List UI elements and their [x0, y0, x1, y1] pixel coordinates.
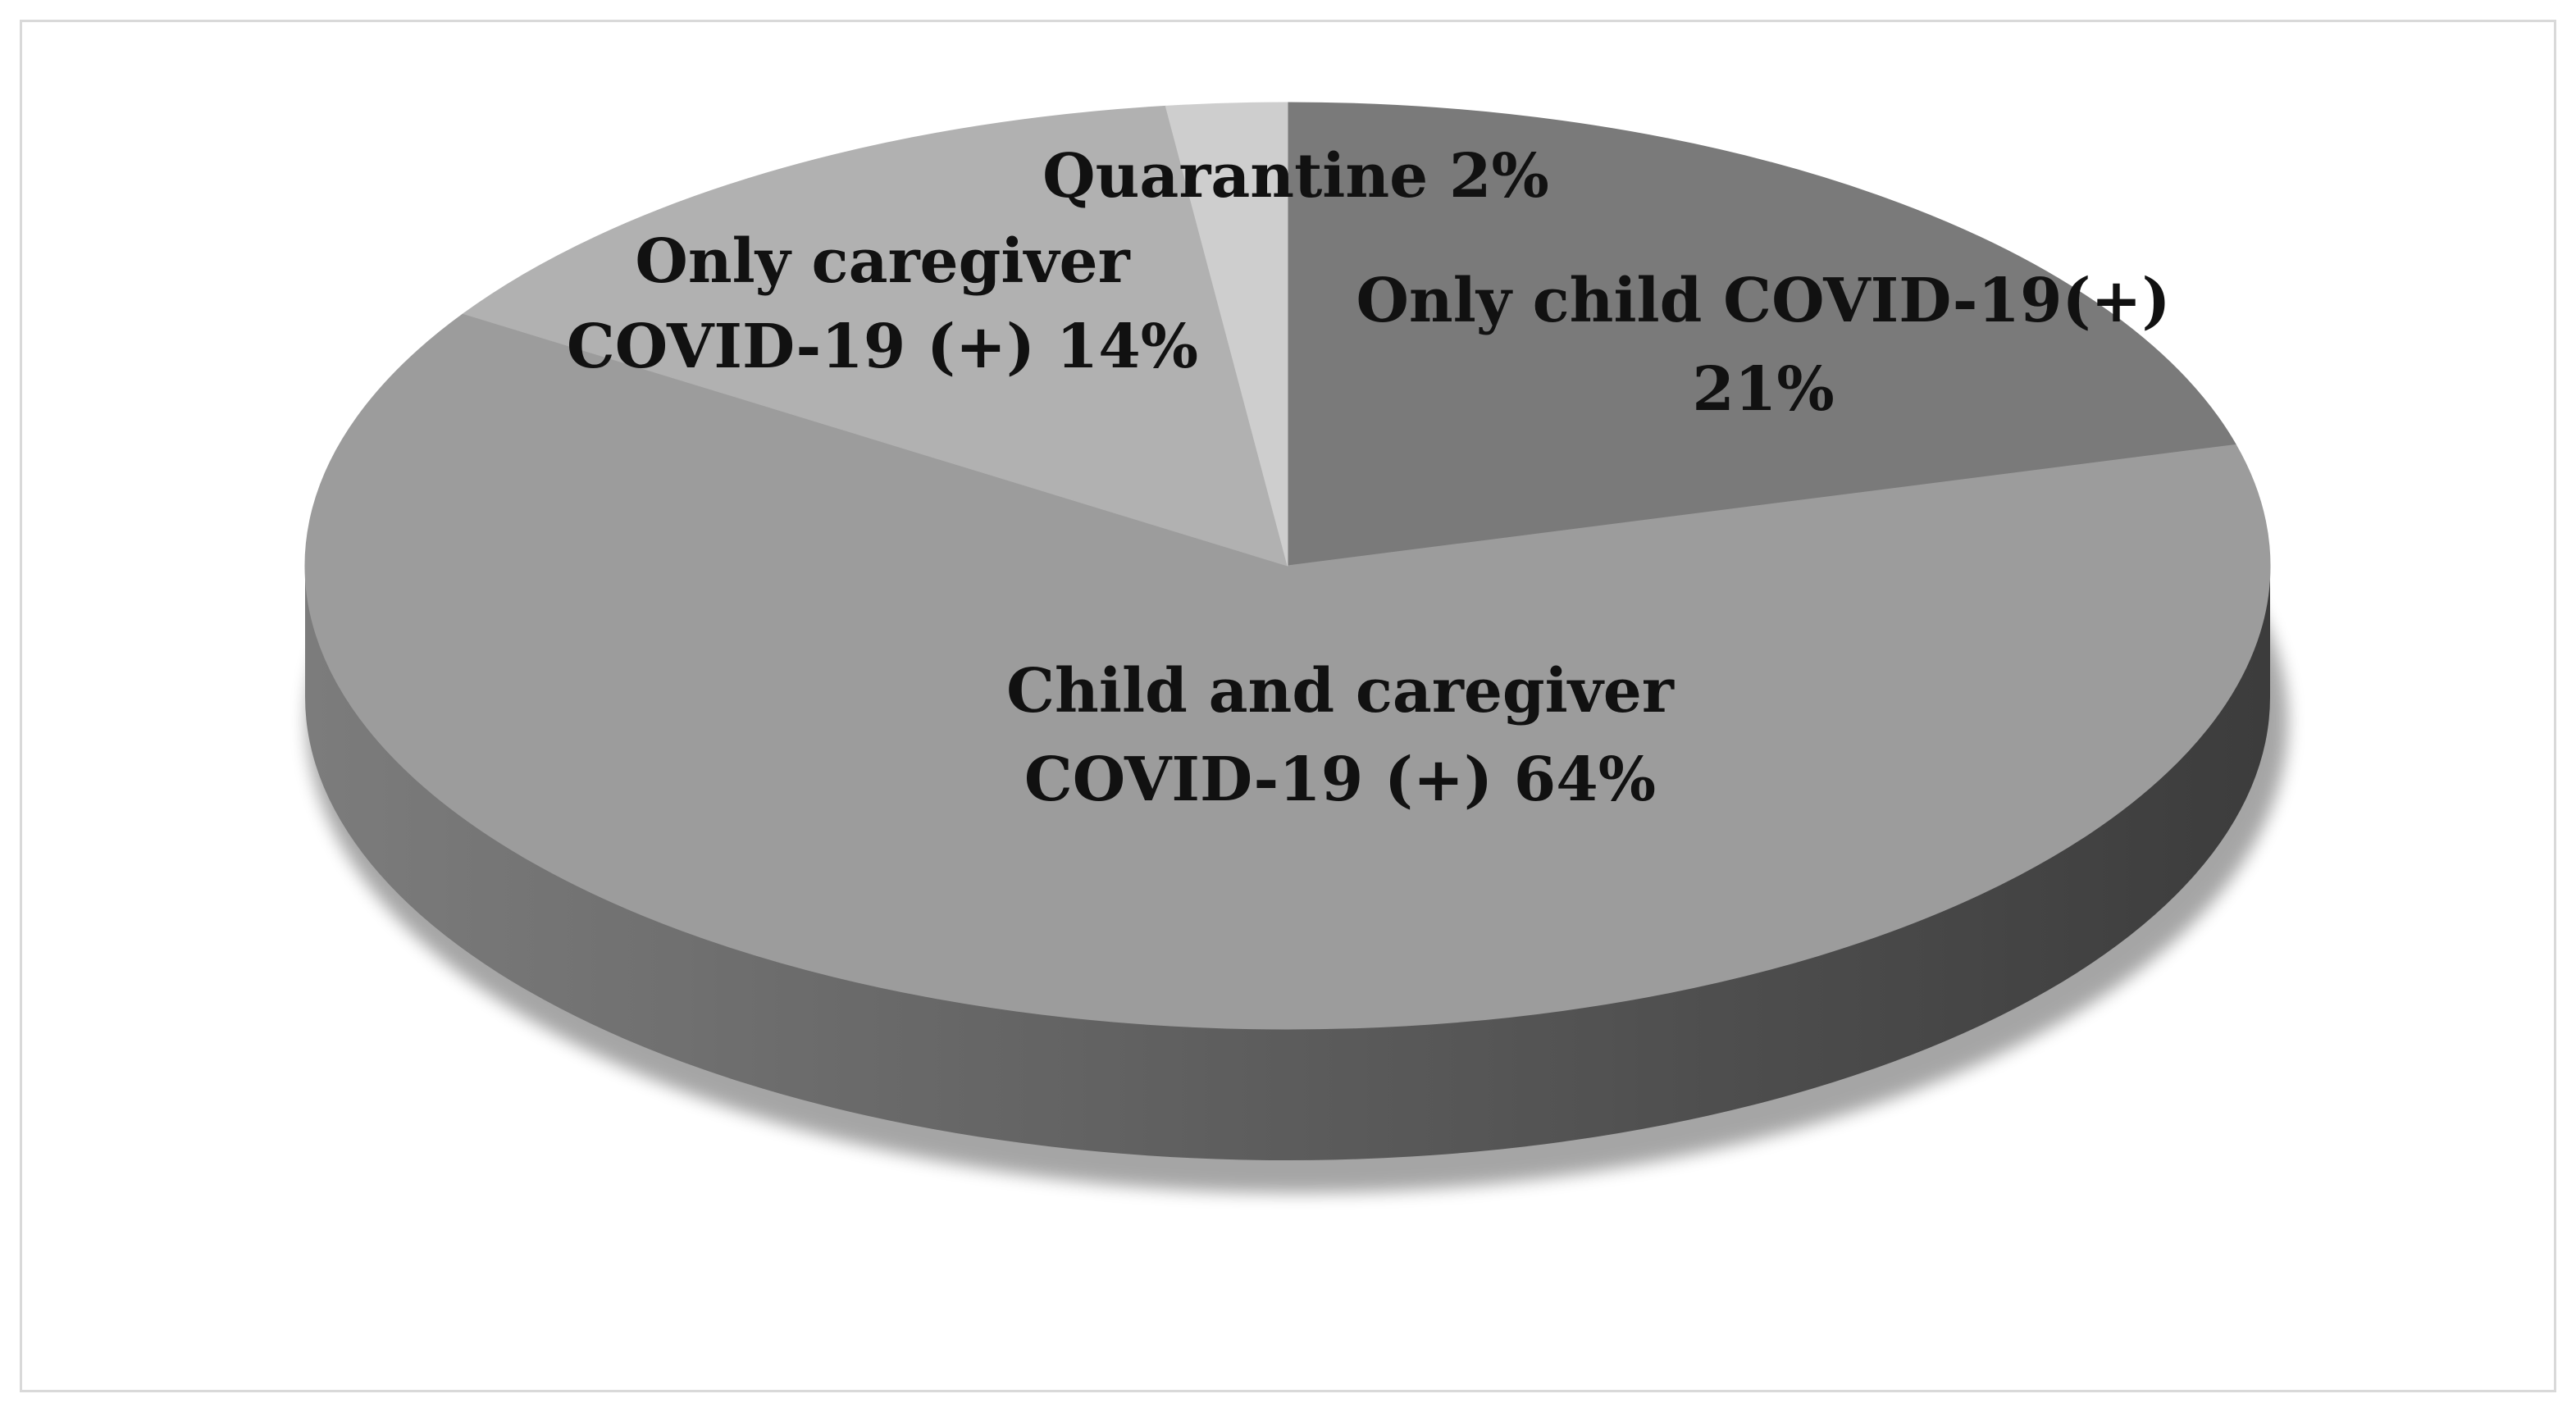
- pie-slices: [304, 102, 2271, 1030]
- slice-label-3: Quarantine 2%: [1042, 141, 1549, 212]
- slice-label-2-line-1: COVID-19 (+) 14%: [567, 312, 1198, 382]
- slice-label-0: Only child COVID-19(+) 21%: [1356, 266, 2170, 425]
- pie-slice-2: [462, 105, 1288, 567]
- pie-slice-0: [1287, 102, 2237, 567]
- slice-label-0-line-1: 21%: [1692, 354, 1834, 425]
- pie-slice-3: [1165, 102, 1288, 567]
- slice-label-2: Only caregiver COVID-19 (+) 14%: [567, 226, 1198, 382]
- slice-label-1-line-0: Child and caregiver: [1006, 656, 1675, 726]
- slice-label-3-line-0: Quarantine 2%: [1042, 141, 1549, 212]
- slice-label-2-line-0: Only caregiver: [635, 226, 1130, 297]
- slice-label-1: Child and caregiver COVID-19 (+) 64%: [1006, 656, 1675, 815]
- pie-side-wall: [305, 566, 2270, 1160]
- slice-labels: Only child COVID-19(+) 21% Child and careg…: [567, 141, 2171, 815]
- pie-side: [305, 566, 2270, 1160]
- slice-label-0-line-0: Only child COVID-19(+): [1356, 266, 2170, 336]
- pie-slice-1: [304, 312, 2271, 1030]
- slice-label-1-line-1: COVID-19 (+) 64%: [1024, 745, 1656, 815]
